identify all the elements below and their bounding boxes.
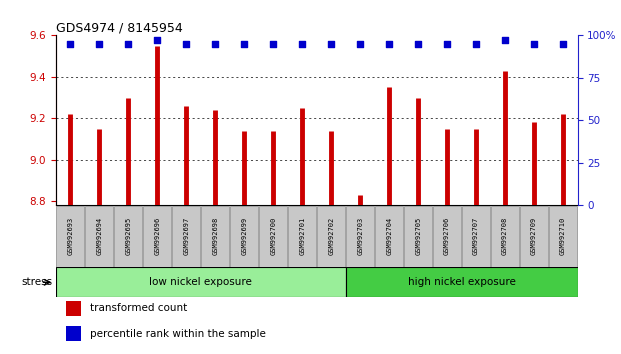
Bar: [404, 206, 432, 267]
Bar: [143, 206, 171, 267]
Point: [471, 41, 481, 47]
Text: GSM992697: GSM992697: [183, 217, 189, 256]
Point: [355, 41, 365, 47]
Text: GSM992702: GSM992702: [329, 217, 334, 256]
Text: GSM992699: GSM992699: [242, 217, 247, 256]
Point: [297, 41, 307, 47]
Bar: [346, 267, 578, 297]
Point: [500, 38, 510, 43]
Bar: [520, 206, 548, 267]
Point: [181, 41, 191, 47]
Point: [326, 41, 336, 47]
Text: GSM992703: GSM992703: [357, 217, 363, 256]
Point: [384, 41, 394, 47]
Text: high nickel exposure: high nickel exposure: [407, 277, 515, 287]
Text: percentile rank within the sample: percentile rank within the sample: [90, 329, 266, 339]
Point: [152, 38, 162, 43]
Text: transformed count: transformed count: [90, 303, 187, 313]
Text: GSM992708: GSM992708: [502, 217, 508, 256]
Text: GSM992704: GSM992704: [386, 217, 392, 256]
Bar: [491, 206, 519, 267]
Point: [94, 41, 104, 47]
Text: GSM992700: GSM992700: [270, 217, 276, 256]
Point: [65, 41, 75, 47]
Text: GSM992693: GSM992693: [68, 217, 73, 256]
Bar: [86, 206, 113, 267]
Bar: [317, 206, 345, 267]
Point: [211, 41, 220, 47]
Text: GSM992705: GSM992705: [415, 217, 421, 256]
Point: [529, 41, 539, 47]
Text: GSM992706: GSM992706: [444, 217, 450, 256]
Bar: [66, 315, 73, 316]
Text: GSM992707: GSM992707: [473, 217, 479, 256]
Text: GSM992709: GSM992709: [531, 217, 537, 256]
Text: GSM992696: GSM992696: [155, 217, 160, 256]
Bar: [57, 206, 84, 267]
Text: low nickel exposure: low nickel exposure: [150, 277, 252, 287]
Point: [442, 41, 452, 47]
Point: [268, 41, 278, 47]
Point: [124, 41, 134, 47]
Bar: [549, 206, 577, 267]
Bar: [56, 267, 346, 297]
Bar: [201, 206, 229, 267]
Text: GSM992701: GSM992701: [299, 217, 305, 256]
Bar: [230, 206, 258, 267]
Text: GSM992695: GSM992695: [125, 217, 131, 256]
Point: [558, 41, 568, 47]
Text: GSM992710: GSM992710: [560, 217, 566, 256]
Bar: [260, 206, 287, 267]
Bar: [173, 206, 200, 267]
Text: GDS4974 / 8145954: GDS4974 / 8145954: [56, 21, 183, 34]
Bar: [288, 206, 316, 267]
Bar: [114, 206, 142, 267]
Bar: [66, 301, 81, 316]
Text: stress: stress: [22, 277, 53, 287]
Point: [413, 41, 423, 47]
Bar: [66, 326, 81, 341]
Text: GSM992698: GSM992698: [212, 217, 218, 256]
Point: [239, 41, 249, 47]
Bar: [433, 206, 461, 267]
Bar: [375, 206, 403, 267]
Text: GSM992694: GSM992694: [96, 217, 102, 256]
Bar: [462, 206, 490, 267]
Bar: [347, 206, 374, 267]
